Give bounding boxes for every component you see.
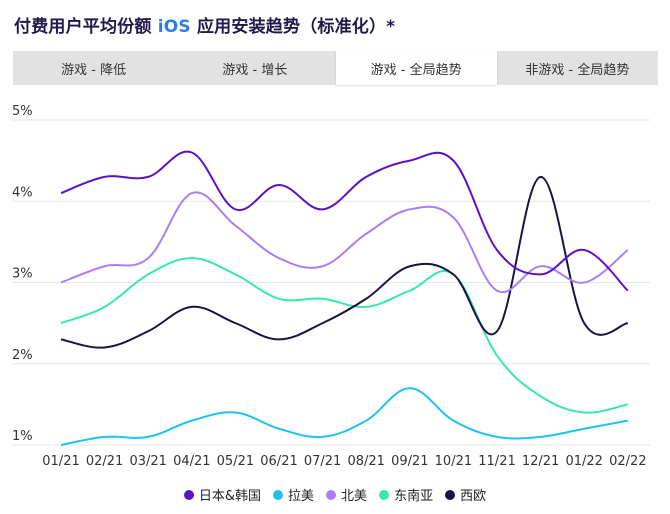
x-tick-label: 01/21 (42, 454, 79, 469)
legend-swatch (273, 489, 284, 500)
x-tick-label: 09/21 (391, 454, 428, 469)
x-tick-label: 04/21 (173, 454, 210, 469)
legend-swatch (445, 489, 456, 500)
x-tick-label: 11/21 (478, 454, 515, 469)
title-suffix: 应用安装趋势（标准化）* (196, 17, 396, 37)
series-line[interactable] (60, 387, 628, 446)
series-line[interactable] (60, 191, 629, 294)
x-tick-label: 12/21 (522, 454, 559, 469)
legend-item-sea[interactable]: 东南亚 (379, 485, 433, 504)
x-tick-label: 02/22 (609, 454, 646, 469)
tab-games-increase[interactable]: 游戏 - 增长 (222, 62, 288, 78)
legend-label: 北美 (341, 489, 368, 504)
series-line[interactable] (60, 175, 629, 349)
y-axis-ticks: 5% 4% 3% 2% 1% (12, 104, 33, 444)
x-tick-label: 10/21 (435, 454, 472, 469)
tab-nongames-global[interactable]: 非游戏 - 全局趋势 (525, 62, 630, 78)
x-tick-label: 06/21 (260, 454, 297, 469)
legend-item-na[interactable]: 北美 (326, 485, 367, 504)
series-line[interactable] (60, 257, 629, 414)
title-accent: iOS (157, 17, 191, 37)
legend-label: 日本&韩国 (198, 489, 262, 504)
page-title: 付费用户平均份额 iOS 应用安装趋势（标准化）* (14, 12, 395, 37)
legend-label: 东南亚 (394, 489, 434, 504)
tab-games-global[interactable]: 游戏 - 全局趋势 (335, 51, 497, 85)
line-chart: 5% 4% 3% 2% 1% 01/21 02/21 03/21 04/21 05/21 06/2… (12, 104, 650, 469)
legend-item-weu[interactable]: 西欧 (445, 485, 486, 504)
y-tick-label: 5% (12, 104, 33, 119)
y-tick-label: 4% (12, 185, 33, 200)
y-tick-label: 1% (12, 429, 33, 444)
y-tick-label: 2% (12, 348, 33, 363)
x-tick-label: 07/21 (304, 454, 341, 469)
series-line[interactable] (60, 150, 629, 292)
chart-legend: 日本&韩国 拉美 北美 东南亚 西欧 (0, 485, 670, 504)
x-axis-ticks: 01/21 02/21 03/21 04/21 05/21 06/21 07/21 08/21… (42, 454, 646, 469)
legend-label: 西欧 (460, 489, 487, 504)
series-lines (60, 150, 629, 446)
legend-swatch (326, 489, 337, 500)
legend-item-jp-kr[interactable]: 日本&韩国 (183, 485, 262, 504)
y-tick-label: 3% (12, 267, 33, 282)
x-tick-label: 01/22 (565, 454, 602, 469)
legend-swatch (379, 489, 390, 500)
x-tick-label: 03/21 (129, 454, 166, 469)
legend-swatch (183, 489, 194, 500)
legend-item-latam[interactable]: 拉美 (273, 485, 314, 504)
x-tick-label: 02/21 (86, 454, 123, 469)
x-tick-label: 05/21 (217, 454, 254, 469)
legend-label: 拉美 (288, 489, 315, 504)
tab-games-decrease[interactable]: 游戏 - 降低 (61, 62, 127, 78)
grid-lines (12, 119, 650, 446)
tab-bar: 游戏 - 降低 游戏 - 增长 游戏 - 全局趋势 非游戏 - 全局趋势 (13, 51, 658, 85)
title-prefix: 付费用户平均份额 (14, 17, 152, 37)
x-tick-label: 08/21 (347, 454, 384, 469)
